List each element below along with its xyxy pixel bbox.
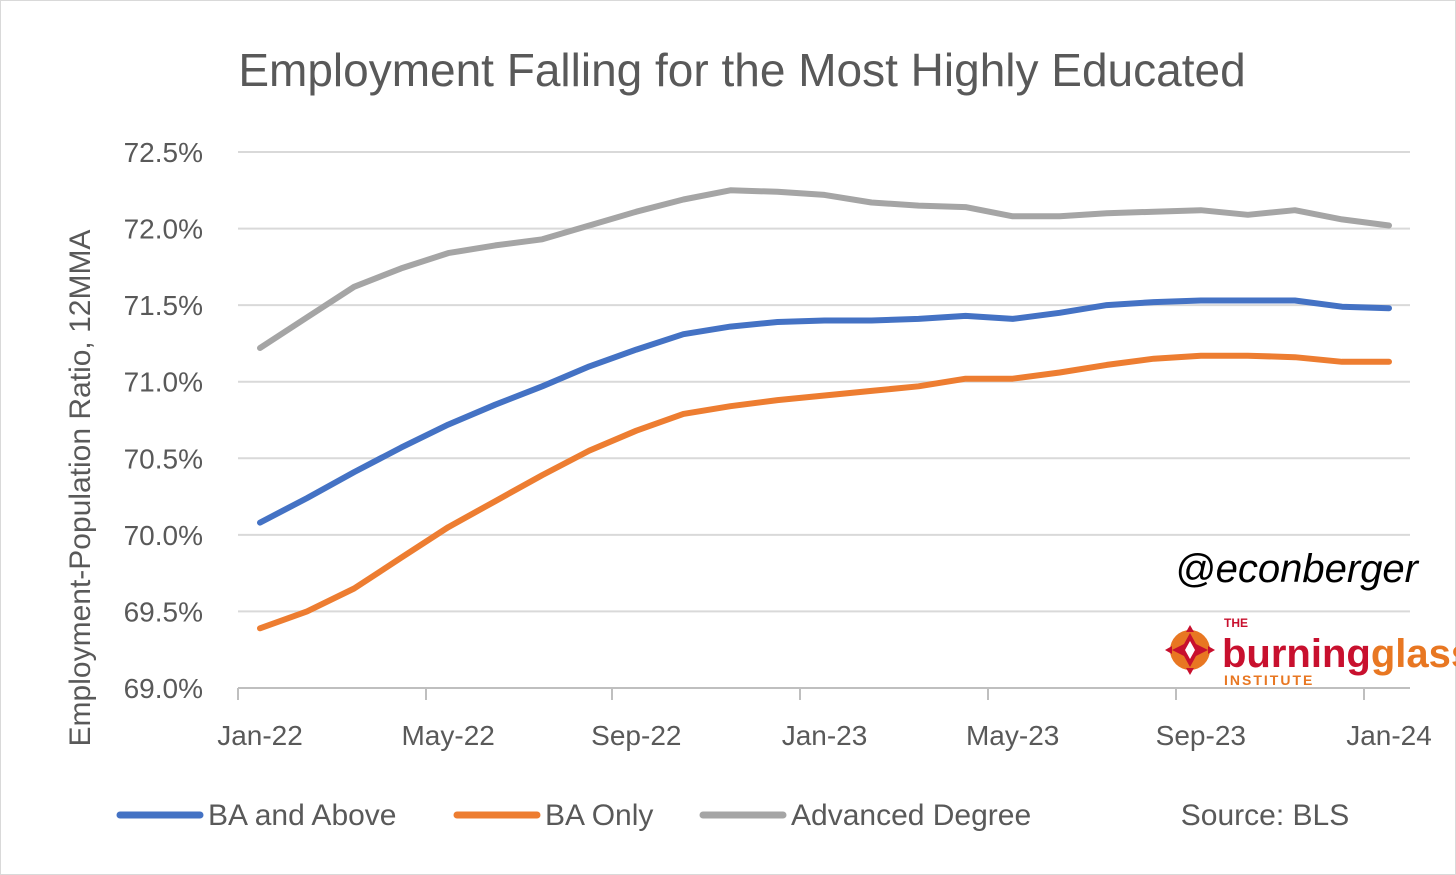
y-tick-label: 71.0% <box>124 367 203 398</box>
x-tick-label: May-22 <box>401 720 494 751</box>
y-axis-label: Employment-Population Ratio, 12MMA <box>64 230 97 747</box>
burning-glass-logo: THE burningglass INSTITUTE <box>1165 616 1456 688</box>
legend-item: BA Only <box>453 799 653 832</box>
legend-label: BA Only <box>545 799 653 832</box>
x-tick-label: Jan-24 <box>1346 720 1432 751</box>
x-tick-label: Jan-23 <box>782 720 868 751</box>
legend-label: BA and Above <box>208 799 397 832</box>
x-axis: Jan-22 May-22 Sep-22 Jan-23 May-23 Sep-23 Jan-… <box>217 687 1432 751</box>
y-tick-label: 71.5% <box>124 290 203 321</box>
author-handle: @econberger <box>1175 547 1420 591</box>
burning-glass-sun-icon <box>1165 625 1215 675</box>
grid-lines <box>238 151 1410 613</box>
chart-title: Employment Falling for the Most Highly E… <box>238 44 1245 96</box>
series-lines <box>257 187 1392 632</box>
source-note: Source: BLS <box>1181 799 1349 832</box>
legend-item: BA and Above <box>116 799 397 832</box>
y-tick-label: 69.5% <box>124 596 203 627</box>
y-tick-label: 70.0% <box>124 520 203 551</box>
logo-top-text: THE <box>1224 616 1248 630</box>
legend: BA and Above BA Only Advanced Degree <box>116 799 1031 832</box>
legend-item: Advanced Degree <box>699 799 1031 832</box>
legend-label: Advanced Degree <box>791 799 1031 832</box>
y-tick-label: 72.5% <box>124 137 203 168</box>
x-tick-label: Sep-23 <box>1156 720 1246 751</box>
y-tick-label: 70.5% <box>124 443 203 474</box>
logo-brand-first: burningglass <box>1222 632 1456 676</box>
series-line-ba-and-above <box>257 297 1392 526</box>
series-line-advanced-degree <box>257 187 1392 351</box>
x-tick-label: Jan-22 <box>217 720 303 751</box>
y-axis-ticks: 69.0% 69.5% 70.0% 70.5% 71.0% 71.5% 72.0% 72.5% <box>124 137 203 704</box>
y-tick-label: 69.0% <box>124 673 203 704</box>
x-tick-label: May-23 <box>966 720 1059 751</box>
logo-bottom-text: INSTITUTE <box>1224 672 1314 688</box>
x-tick-label: Sep-22 <box>591 720 681 751</box>
series-line-ba-only <box>257 352 1392 632</box>
y-tick-label: 72.0% <box>124 214 203 245</box>
